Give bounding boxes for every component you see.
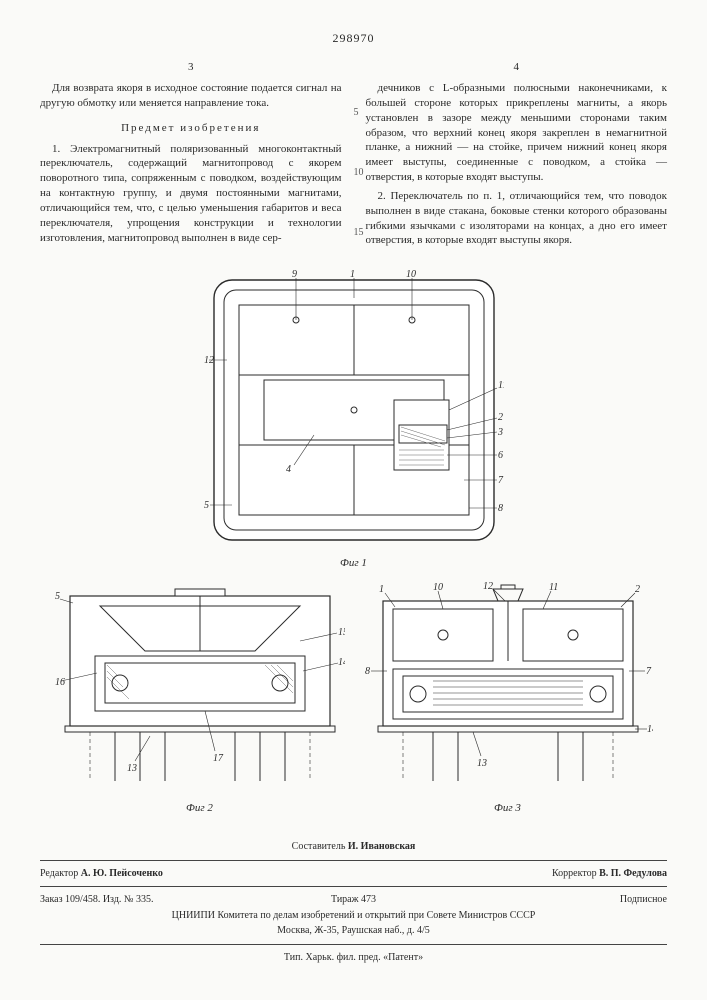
compiler-name: И. Ивановская [348,841,415,852]
col-num-left: 3 [40,60,342,75]
figure-1: 9 1 10 12 11 2 3 6 7 8 4 5 [204,270,504,550]
line-mark-5: 5 [354,106,359,120]
figure-2: 5 15 14 16 13 17 [55,581,345,791]
fig1-label-2: 2 [498,412,503,423]
fig2-label-15: 15 [338,627,345,638]
fig1-label-9: 9 [292,270,297,280]
text-columns: 3 Для возврата якоря в исходное состояни… [40,60,667,252]
fig3-caption: Фиг 3 [363,801,653,816]
fig2-label-17: 17 [213,753,224,764]
fig1-label-4: 4 [286,464,291,475]
fig3-label-11: 11 [549,582,558,593]
right-para-2: 2. Переключатель по п. 1, отличающийся т… [366,189,668,248]
fig3-label-7: 7 [646,666,652,677]
fig1-label-8: 8 [498,503,503,514]
footer-subscription: Подписное [465,893,667,907]
figure-3: 1 10 12 11 2 8 7 13 14 [363,581,653,791]
right-para-1: дечников с L-образными полюсными наконеч… [366,81,668,185]
footer-rule-2 [40,886,667,887]
line-mark-10: 10 [354,166,364,180]
line-mark-15: 15 [354,226,364,240]
fig2-label-16: 16 [55,677,65,688]
footer-org: ЦНИИПИ Комитета по делам изобретений и о… [40,909,667,923]
editor-name: А. Ю. Пейсоченко [81,868,163,879]
footer: Составитель И. Ивановская Редактор А. Ю.… [40,840,667,964]
fig1-label-11: 11 [498,380,504,391]
figures-block: 9 1 10 12 11 2 3 6 7 8 4 5 Фиг 1 [40,270,667,826]
fig1-label-1: 1 [350,270,355,280]
fig2-label-14: 14 [338,657,345,668]
right-column: 4 дечников с L-образными полюсными након… [366,60,668,252]
fig3-label-10: 10 [433,582,443,593]
fig1-label-6: 6 [498,450,503,461]
fig1-label-12: 12 [204,355,214,366]
left-column: 3 Для возврата якоря в исходное состояни… [40,60,342,252]
fig3-label-1: 1 [379,584,384,595]
corrector-name: В. П. Федулова [599,868,667,879]
footer-tirage: Тираж 473 [252,893,454,907]
fig3-label-13: 13 [477,758,487,769]
compiler-label: Составитель [292,841,346,852]
fig3-label-8: 8 [365,666,370,677]
footer-address: Москва, Ж-35, Раушская наб., д. 4/5 [40,924,667,938]
fig1-label-3: 3 [497,427,503,438]
fig1-label-10: 10 [406,270,416,280]
fig1-caption: Фиг 1 [40,556,667,571]
fig1-label-7: 7 [498,475,504,486]
fig2-caption: Фиг 2 [55,801,345,816]
fig2-label-13: 13 [127,763,137,774]
col-num-right: 4 [366,60,668,75]
patent-number: 298970 [40,30,667,46]
footer-order: Заказ 109/458. Изд. № 335. [40,893,242,907]
footer-rule-1 [40,860,667,861]
fig3-label-12: 12 [483,581,493,592]
editor-label: Редактор [40,868,78,879]
footer-printer: Тип. Харьк. фил. пред. «Патент» [40,951,667,965]
fig3-label-14: 14 [647,724,653,735]
claims-heading: Предмет изобретения [40,121,342,136]
footer-rule-3 [40,944,667,945]
left-para-2: 1. Электромагнитный поляризованный много… [40,142,342,246]
fig2-label-5: 5 [55,591,60,602]
fig1-label-5: 5 [204,500,209,511]
left-para-1: Для возврата якоря в исходное состояние … [40,81,342,111]
corrector-label: Корректор [552,868,597,879]
fig3-label-2: 2 [635,584,640,595]
